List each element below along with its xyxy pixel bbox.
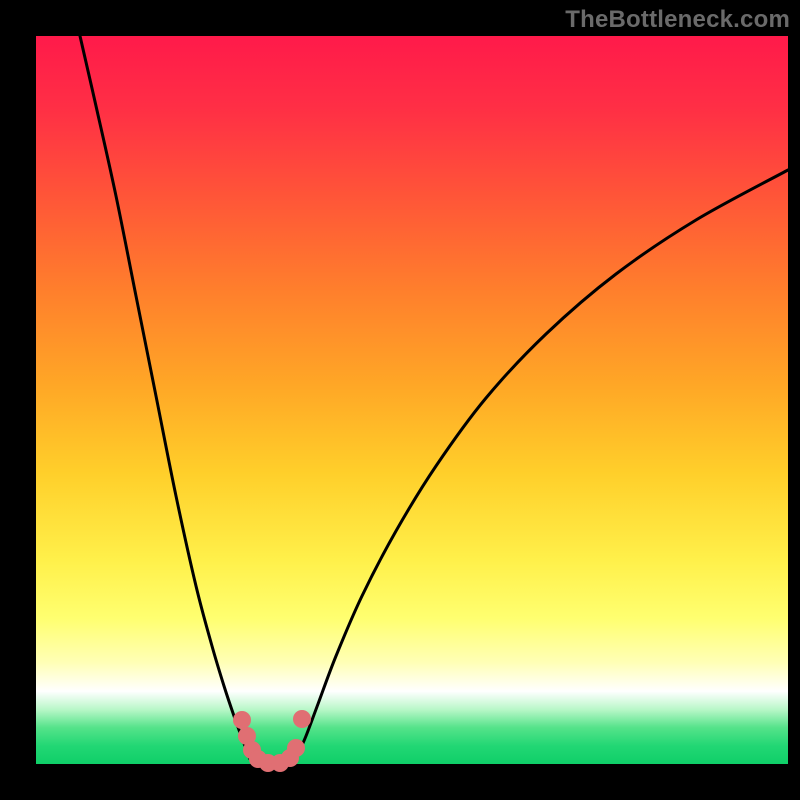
data-marker: [233, 711, 251, 729]
data-marker: [293, 710, 311, 728]
bottleneck-chart: [0, 0, 800, 800]
watermark-label: TheBottleneck.com: [565, 6, 790, 34]
chart-frame: TheBottleneck.com: [0, 0, 800, 800]
gradient-background: [36, 36, 788, 764]
data-marker: [287, 739, 305, 757]
